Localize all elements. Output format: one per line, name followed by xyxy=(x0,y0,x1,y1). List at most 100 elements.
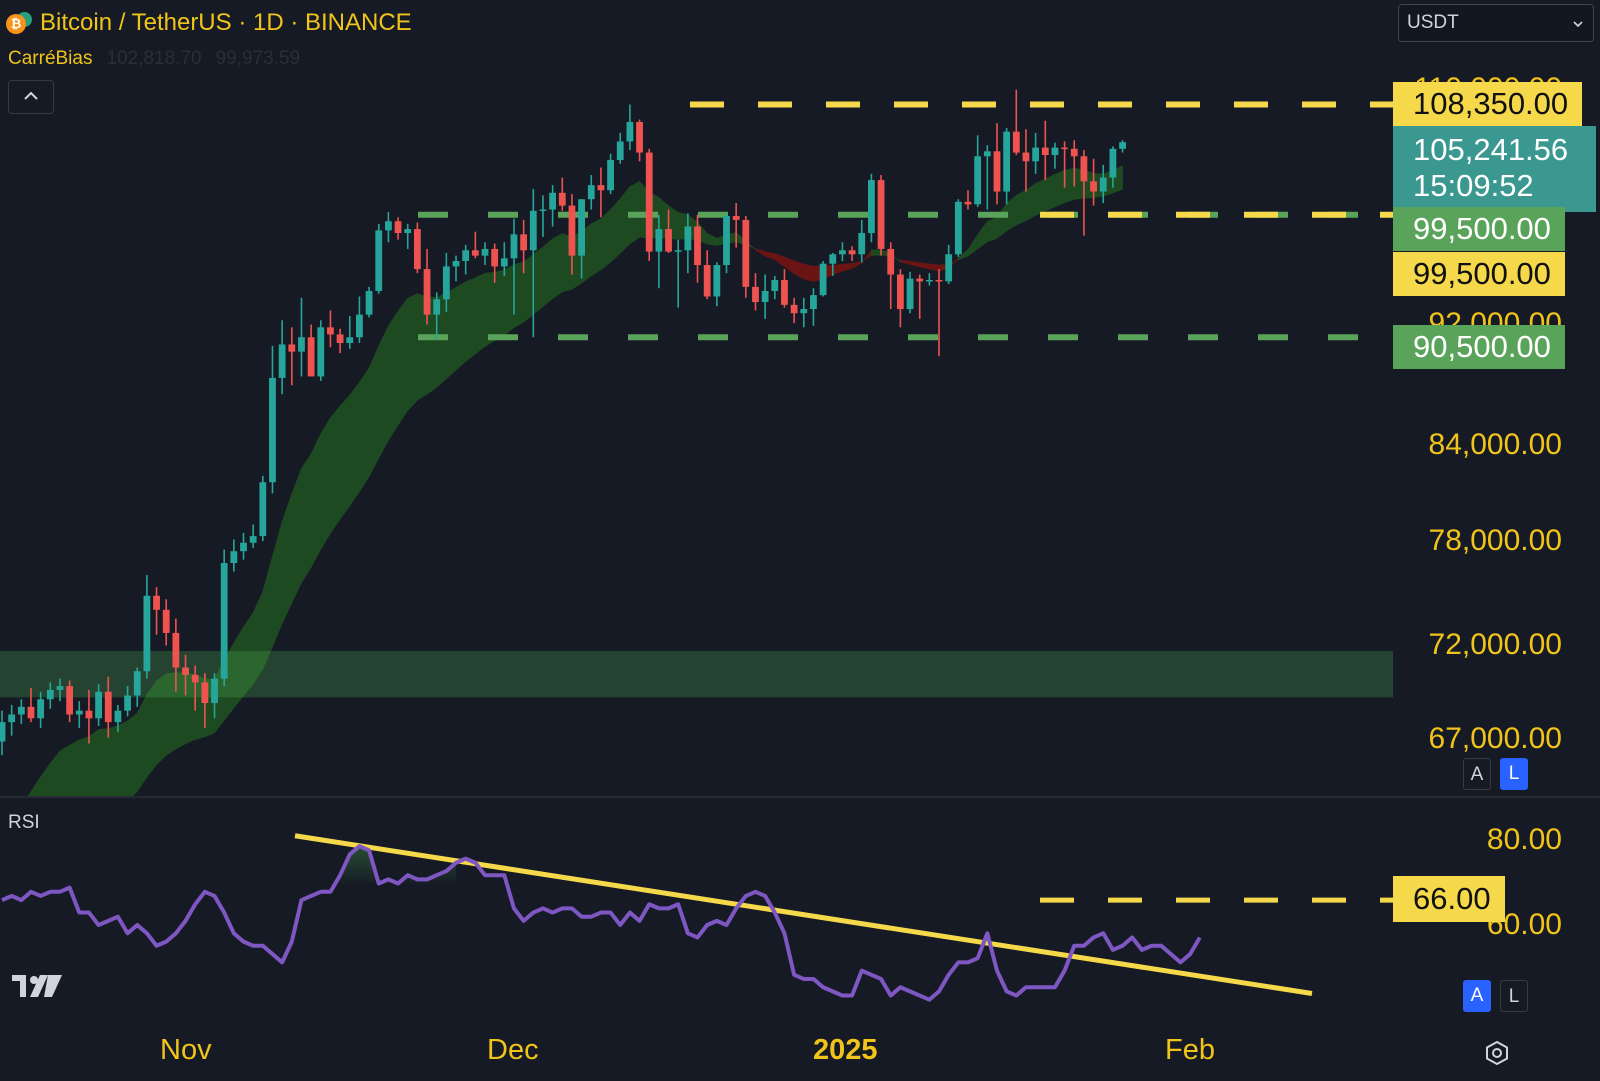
ma-band-segment xyxy=(320,416,331,551)
bitcoin-tether-icon: ₿ xyxy=(6,10,34,36)
price-tag-last[interactable]: 105,241.56 15:09:52 xyxy=(1393,126,1596,212)
candlestick-series xyxy=(0,89,1126,756)
candle-body xyxy=(8,714,16,723)
candle-body xyxy=(906,278,914,310)
rsi-overbought-fill xyxy=(272,846,457,884)
ma-band-segment xyxy=(832,263,843,276)
price-tag-support-yellow[interactable]: 99,500.00 xyxy=(1393,252,1565,296)
ma-band-segment xyxy=(919,262,930,270)
ma-band-segment xyxy=(909,260,921,268)
ma-band-segment xyxy=(967,233,978,257)
candle-body xyxy=(684,226,692,251)
candle-body xyxy=(877,180,885,249)
candle-body xyxy=(462,250,470,262)
ma-band-segment xyxy=(69,739,80,796)
ma-band-segment xyxy=(388,310,399,442)
symbol-header[interactable]: ₿ Bitcoin / TetherUS · 1D · BINANCE xyxy=(6,6,412,40)
ma-band-segment xyxy=(929,263,940,272)
ma-band-segment xyxy=(1064,167,1075,204)
candle-body xyxy=(974,156,982,205)
ma-band-segment xyxy=(407,293,418,412)
ma-band-segment xyxy=(88,728,99,796)
ma-band-segment xyxy=(475,272,486,355)
candle-body xyxy=(819,263,827,296)
price-tag-resistance[interactable]: 108,350.00 xyxy=(1393,82,1583,126)
candle-body xyxy=(732,216,740,220)
pane-separator[interactable] xyxy=(0,796,1600,798)
ma-band-segment xyxy=(78,736,90,796)
ma-band-segment xyxy=(542,238,553,308)
candle-body xyxy=(781,279,788,305)
candle-body xyxy=(452,261,460,267)
rsi-label[interactable]: RSI xyxy=(8,812,40,833)
auto-scale-button[interactable]: A xyxy=(1463,758,1491,790)
candle-body xyxy=(520,234,528,251)
chevron-down-icon xyxy=(1573,12,1583,34)
candle-body xyxy=(848,250,856,255)
ma-band-segment xyxy=(117,720,128,796)
rsi-level-tag[interactable]: 66.00 xyxy=(1393,876,1505,922)
candle-body xyxy=(810,295,817,310)
candle-body xyxy=(616,141,624,161)
candle-body xyxy=(607,160,614,191)
candle-body xyxy=(182,667,189,675)
log-scale-button[interactable]: L xyxy=(1500,758,1528,790)
candle-body xyxy=(394,221,402,234)
indicator-legend[interactable]: CarréBias 102,818.70 99,973.59 xyxy=(8,48,300,70)
ma-band-segment xyxy=(49,750,61,796)
ma-band-segment xyxy=(359,366,370,493)
rsi-log-scale-button[interactable]: L xyxy=(1500,980,1528,1012)
candle-body xyxy=(761,290,769,303)
candle-body xyxy=(56,686,64,690)
candle-body xyxy=(317,327,325,377)
ma-band-segment xyxy=(600,208,611,271)
candle-body xyxy=(153,595,160,610)
price-tick: 72,000.00 xyxy=(1428,628,1562,661)
candle-body xyxy=(839,250,846,255)
candle-body xyxy=(46,689,54,700)
ma-band-segment xyxy=(977,220,988,250)
candle-body xyxy=(327,327,334,335)
moving-average-bands xyxy=(27,165,1123,796)
ma-band-segment xyxy=(349,381,360,507)
candle-body xyxy=(868,180,875,234)
ma-band-segment xyxy=(30,775,41,796)
ma-band-segment xyxy=(987,216,998,243)
ma-band-segment xyxy=(40,762,51,796)
candle-body xyxy=(645,152,653,252)
symbol-title[interactable]: Bitcoin / TetherUS · 1D · BINANCE xyxy=(40,9,412,36)
rsi-trendline xyxy=(294,833,1313,996)
ma-band-segment xyxy=(706,232,718,246)
candle-body xyxy=(1041,147,1049,156)
currency-select[interactable]: USDT xyxy=(1398,4,1594,42)
candle-body xyxy=(1012,131,1020,153)
ma-band-segment xyxy=(1025,182,1036,222)
rsi-auto-scale-button[interactable]: A xyxy=(1463,980,1491,1012)
candle-body xyxy=(385,221,392,231)
candle-body xyxy=(752,286,759,303)
candle-body xyxy=(954,201,962,255)
candle-body xyxy=(269,377,276,483)
indicator-value-1: 102,818.70 xyxy=(106,48,202,69)
candle-body xyxy=(481,248,489,256)
indicator-name[interactable]: CarréBias xyxy=(8,48,93,69)
collapse-legend-button[interactable] xyxy=(8,80,54,114)
candle-body xyxy=(17,706,25,715)
candle-body xyxy=(191,674,199,683)
ma-band-segment xyxy=(339,394,351,521)
candle-body xyxy=(887,248,895,275)
ma-band-segment xyxy=(851,261,863,270)
price-tag-support-low[interactable]: 90,500.00 xyxy=(1393,325,1565,369)
candle-body xyxy=(1090,181,1097,192)
candle-body xyxy=(375,230,383,291)
candle-body xyxy=(211,678,218,704)
candle-body xyxy=(433,299,441,315)
ma-band-segment xyxy=(127,712,138,796)
ma-band-segment xyxy=(552,233,563,300)
candle-body xyxy=(674,250,682,252)
ma-band-segment xyxy=(532,246,544,315)
tradingview-logo-icon[interactable] xyxy=(12,972,62,1000)
settings-icon[interactable] xyxy=(1484,1040,1510,1066)
price-tag-support-green[interactable]: 99,500.00 xyxy=(1393,207,1565,251)
